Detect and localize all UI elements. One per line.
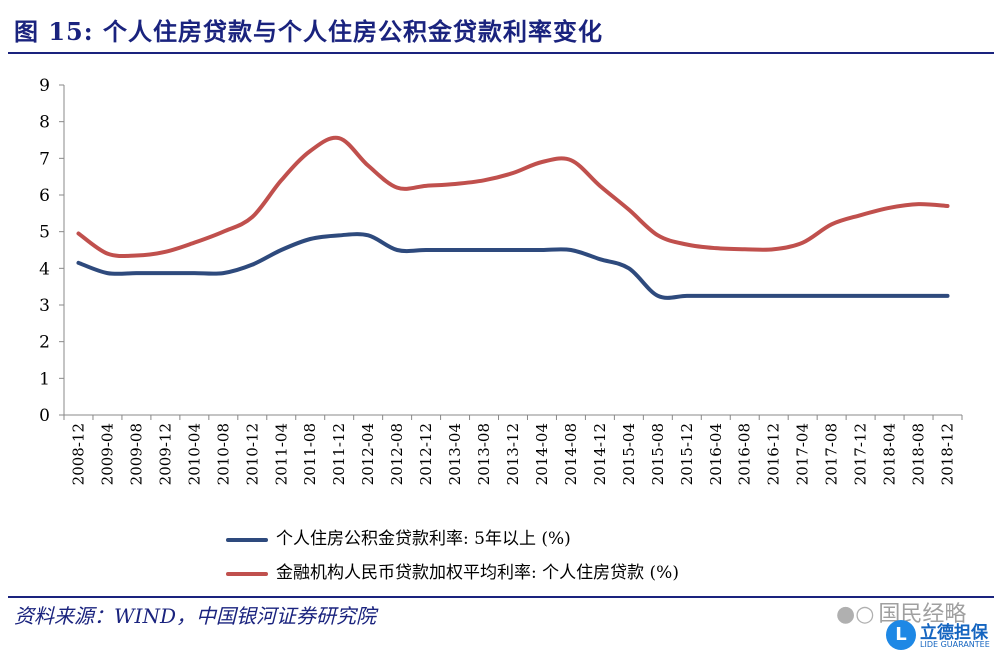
legend-swatch-series-1 <box>226 537 268 542</box>
x-tick-label: 2011-08 <box>301 423 319 485</box>
chart-title: 图 15: 个人住房贷款与个人住房公积金贷款利率变化 <box>14 17 603 46</box>
y-tick-label: 2 <box>39 333 50 353</box>
x-tick-label: 2013-04 <box>446 423 464 485</box>
x-tick-label: 2016-08 <box>736 423 754 485</box>
company-logo: L 立德担保 LIDE GUARANTEE <box>886 618 998 652</box>
x-tick-label: 2015-08 <box>649 423 667 485</box>
y-tick-label: 4 <box>39 259 50 279</box>
footer-divider <box>8 596 994 598</box>
y-tick-label: 8 <box>39 113 50 133</box>
wechat-icon: ●○ <box>836 602 875 627</box>
x-tick-label: 2012-08 <box>388 423 406 485</box>
x-tick-label: 2009-08 <box>127 423 145 485</box>
series-line-1 <box>76 232 950 300</box>
x-tick-label: 2009-12 <box>156 423 174 485</box>
x-tick-label: 2017-08 <box>823 423 841 485</box>
x-tick-label: 2015-04 <box>620 423 638 485</box>
x-tick-label: 2014-08 <box>562 423 580 485</box>
legend-item-series-1: 个人住房公积金贷款利率: 5年以上 (%) <box>226 524 571 549</box>
x-tick-label: 2012-04 <box>359 423 377 485</box>
logo-mark-icon: L <box>886 620 916 650</box>
x-tick-label: 2015-12 <box>678 423 696 485</box>
y-tick-label: 3 <box>39 296 50 316</box>
logo-name: 立德担保 <box>920 623 988 643</box>
x-tick-label: 2010-04 <box>185 423 203 485</box>
legend-label-series-1: 个人住房公积金贷款利率: 5年以上 (%) <box>276 529 571 549</box>
x-tick-label: 2016-04 <box>707 423 725 485</box>
y-tick-label: 6 <box>39 186 50 206</box>
x-tick-label: 2013-08 <box>475 423 493 485</box>
logo-subtitle: LIDE GUARANTEE <box>920 640 990 649</box>
x-tick-label: 2014-12 <box>591 423 609 485</box>
x-tick-label: 2009-04 <box>98 423 116 485</box>
x-tick-label: 2008-12 <box>69 423 87 485</box>
line-chart: 0 1 2 3 4 5 6 7 8 9 2008-12 2009-04 2009-08 2009-12 20… <box>39 76 963 485</box>
x-tick-label: 2018-08 <box>910 423 928 485</box>
y-tick-label: 1 <box>39 369 50 389</box>
x-tick-label: 2010-08 <box>214 423 232 485</box>
x-tick-label: 2018-12 <box>939 423 957 485</box>
x-tick-label: 2014-04 <box>533 423 551 485</box>
series-line-2 <box>76 135 950 259</box>
x-tick-label: 2010-12 <box>243 423 261 485</box>
legend-swatch-series-2 <box>226 571 268 576</box>
x-tick-label: 2018-04 <box>881 423 899 485</box>
y-tick-label: 5 <box>39 223 50 243</box>
x-tick-label: 2016-12 <box>765 423 783 485</box>
x-tick-label: 2013-12 <box>504 423 522 485</box>
x-tick-label: 2017-04 <box>794 423 812 485</box>
x-tick-label: 2011-04 <box>272 423 290 485</box>
y-tick-label: 7 <box>39 149 50 169</box>
title-divider <box>8 52 994 54</box>
x-tick-label: 2017-12 <box>852 423 870 485</box>
x-tick-label: 2011-12 <box>330 423 348 485</box>
legend-label-series-2: 金融机构人民币贷款加权平均利率: 个人住房贷款 (%) <box>276 563 679 583</box>
legend-item-series-2: 金融机构人民币贷款加权平均利率: 个人住房贷款 (%) <box>226 558 679 583</box>
x-tick-label: 2012-12 <box>417 423 435 485</box>
source-note: 资料来源：WIND，中国银河证券研究院 <box>14 604 376 628</box>
y-tick-label: 0 <box>39 406 50 426</box>
y-tick-label: 9 <box>39 76 50 96</box>
